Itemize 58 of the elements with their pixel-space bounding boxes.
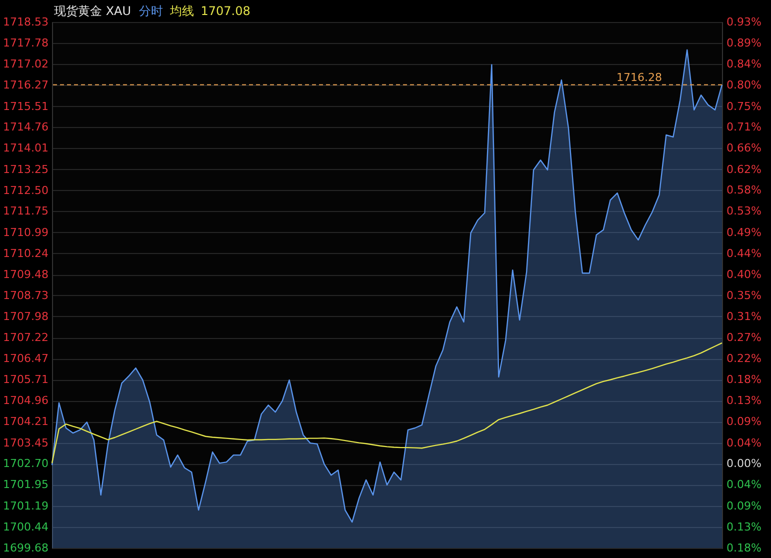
y2-tick-label: 0.00%	[726, 457, 762, 470]
y-tick-label: 1710.99	[3, 226, 48, 239]
y-tick-label: 1713.25	[3, 162, 48, 176]
y-tick-label: 1701.19	[3, 499, 48, 512]
text: 分时	[138, 4, 163, 18]
y-tick-label: 1704.21	[3, 415, 48, 428]
y2-tick-label: 0.18%	[726, 542, 762, 554]
y-tick-label: 1704.96	[3, 394, 48, 408]
y-tick-label: 1712.50	[3, 184, 48, 197]
text: 1707.08	[200, 4, 250, 18]
y2-tick-label: 0.09%	[726, 415, 762, 428]
line-series	[51, 342, 723, 464]
y2-tick-label: 0.31%	[726, 310, 762, 323]
y2-tick-label: 0.44%	[726, 246, 762, 260]
y2-tick-label: 0.04%	[726, 436, 762, 450]
y-tick-label: 1707.22	[3, 331, 48, 344]
y2-tick-label: 0.71%	[726, 120, 762, 134]
chart-title: 现货黄金 XAU	[54, 4, 132, 18]
y-tick-label: 1701.95	[3, 478, 48, 492]
y2-tick-label: 0.13%	[726, 394, 762, 408]
y-tick-label: 1717.78	[3, 36, 48, 50]
y-tick-label: 1702.70	[3, 457, 48, 470]
y2-tick-label: 0.09%	[726, 499, 762, 512]
y2-tick-label: 0.66%	[726, 142, 762, 155]
y-tick-label: 1717.02	[3, 58, 48, 71]
text: 均线	[168, 4, 194, 18]
y2-tick-label: 0.80%	[726, 78, 762, 92]
y-tick-label: 1714.01	[3, 142, 48, 155]
y2-tick-label: 0.49%	[726, 226, 762, 239]
y-tick-label: 1706.47	[3, 352, 48, 366]
y-tick-label: 1700.44	[3, 520, 48, 534]
y2-tick-label: 0.13%	[726, 520, 762, 534]
y-tick-label: 1709.48	[3, 268, 48, 282]
y2-tick-label: 0.62%	[726, 162, 762, 176]
y2-tick-label: 0.53%	[726, 204, 762, 218]
y-tick-label: 1716.27	[3, 78, 48, 92]
y2-tick-label: 0.22%	[726, 352, 762, 366]
y-tick-label: 1710.24	[3, 246, 48, 260]
y2-tick-label: 0.35%	[726, 288, 762, 302]
y2-tick-label: 0.84%	[726, 58, 762, 71]
y2-tick-label: 0.40%	[726, 268, 762, 282]
y-tick-label: 1703.45	[3, 436, 48, 450]
y-tick-label: 1715.51	[3, 100, 48, 113]
y-tick-label: 1711.75	[3, 204, 48, 218]
y2-tick-label: 0.58%	[726, 184, 762, 197]
y2-tick-label: 0.93%	[726, 16, 762, 28]
y-tick-label: 1699.68	[3, 542, 48, 554]
y-tick-label: 1707.98	[3, 310, 48, 323]
y2-tick-label: 0.27%	[726, 331, 762, 344]
y-tick-label: 1718.53	[3, 16, 48, 28]
y-tick-label: 1708.73	[3, 288, 48, 302]
y-tick-label: 1705.71	[3, 373, 48, 386]
y2-tick-label: 0.18%	[726, 373, 762, 386]
y-tick-label: 1714.76	[3, 120, 48, 134]
y2-tick-label: 0.75%	[726, 100, 762, 113]
y2-tick-label: 0.04%	[726, 478, 762, 492]
ref-line-label: 1716.28	[616, 70, 662, 84]
y2-tick-label: 0.89%	[726, 36, 762, 50]
